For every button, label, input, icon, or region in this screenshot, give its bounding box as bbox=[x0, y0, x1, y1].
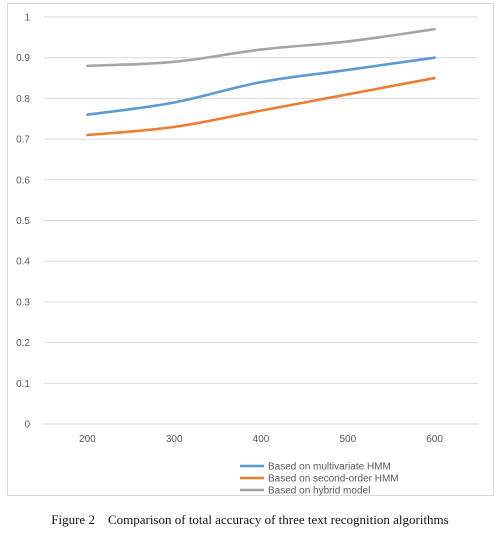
legend-label-2: Based on hybrid model bbox=[268, 486, 370, 497]
y-tick-label-9: 0.9 bbox=[16, 53, 30, 64]
x-tick-label-2: 400 bbox=[253, 434, 270, 445]
y-tick-label-4: 0.4 bbox=[16, 257, 30, 268]
accuracy-line-chart: 0 0.1 0.2 0.3 0.4 0.5 0.6 0.7 0.8 0.9 1 200 300 400 5… bbox=[16, 13, 478, 497]
series-lines bbox=[86, 27, 436, 137]
y-tick-label-0: 0 bbox=[24, 420, 30, 431]
x-tick-label-1: 300 bbox=[166, 434, 183, 445]
y-tick-label-7: 0.7 bbox=[16, 135, 30, 146]
series-line-0 bbox=[86, 56, 436, 116]
x-axis-tick-labels: 200 300 400 500 600 bbox=[79, 434, 443, 445]
legend-label-1: Based on second-order HMM bbox=[268, 474, 399, 485]
x-tick-label-0: 200 bbox=[79, 434, 96, 445]
series-line-2 bbox=[86, 27, 436, 68]
x-tick-label-4: 600 bbox=[426, 434, 443, 445]
x-tick-label-3: 500 bbox=[339, 434, 356, 445]
y-tick-label-6: 0.6 bbox=[16, 175, 30, 186]
y-axis-tick-labels: 0 0.1 0.2 0.3 0.4 0.5 0.6 0.7 0.8 0.9 1 bbox=[16, 13, 30, 431]
figure-caption: Figure 2 Comparison of total accuracy of… bbox=[51, 512, 449, 527]
y-tick-label-8: 0.8 bbox=[16, 94, 30, 105]
grid-lines bbox=[44, 16, 478, 425]
legend-label-0: Based on multivariate HMM bbox=[268, 462, 391, 473]
y-tick-label-1: 0.1 bbox=[16, 379, 30, 390]
y-tick-label-10: 1 bbox=[24, 13, 30, 24]
y-tick-label-5: 0.5 bbox=[16, 216, 30, 227]
y-tick-label-2: 0.2 bbox=[16, 338, 30, 349]
series-line-1 bbox=[86, 76, 436, 137]
y-tick-label-3: 0.3 bbox=[16, 297, 30, 308]
